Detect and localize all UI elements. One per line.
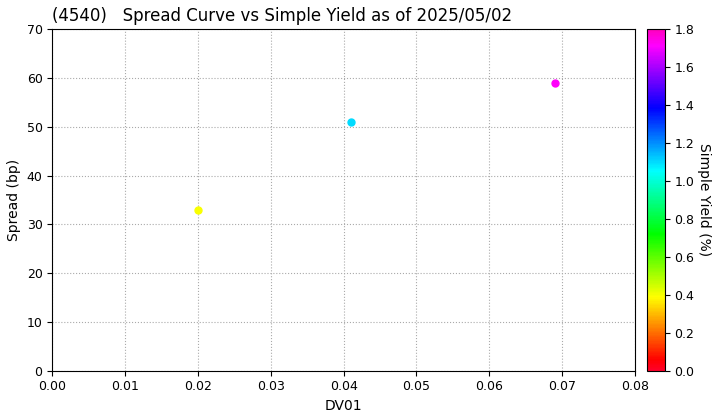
Point xyxy=(192,206,204,213)
Text: (4540)   Spread Curve vs Simple Yield as of 2025/05/02: (4540) Spread Curve vs Simple Yield as o… xyxy=(53,7,513,25)
Y-axis label: Simple Yield (%): Simple Yield (%) xyxy=(697,144,711,257)
Point xyxy=(345,118,356,125)
Y-axis label: Spread (bp): Spread (bp) xyxy=(7,159,21,241)
X-axis label: DV01: DV01 xyxy=(325,399,362,413)
Point xyxy=(549,79,561,86)
